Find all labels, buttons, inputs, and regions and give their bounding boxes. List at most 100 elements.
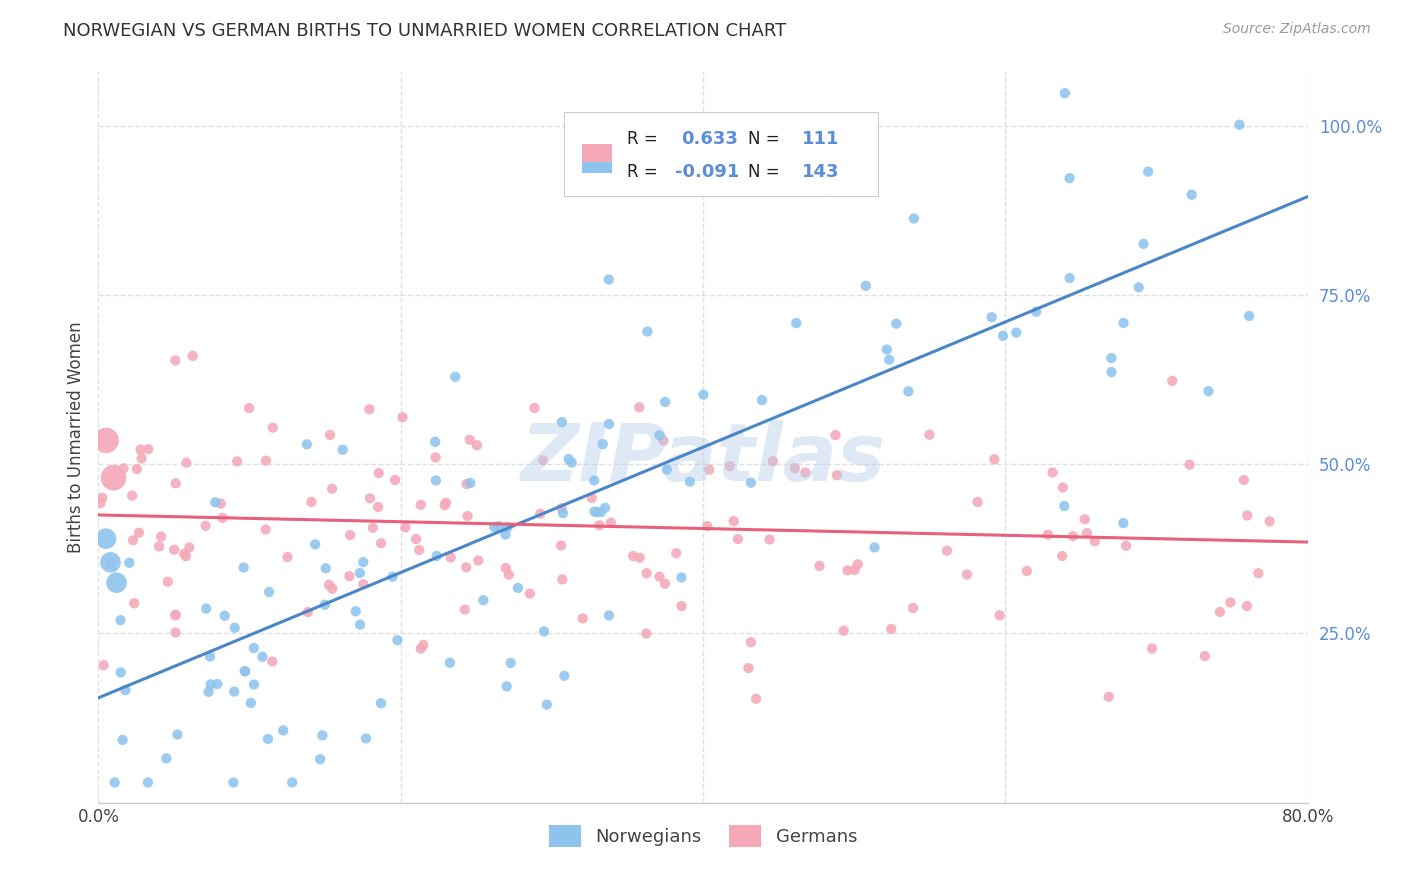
Point [785, 316, 807, 330]
Point [204, 495, 226, 509]
Point [1194, 649, 1216, 664]
Point [592, 437, 614, 451]
Point [550, 539, 572, 553]
Point [408, 543, 430, 558]
Point [425, 474, 447, 488]
Point [456, 477, 478, 491]
Point [165, 476, 187, 491]
Point [165, 353, 187, 368]
Point [692, 387, 714, 401]
Point [983, 452, 1005, 467]
Point [318, 577, 340, 591]
Point [337, 569, 360, 583]
Point [1042, 466, 1064, 480]
Point [112, 461, 135, 475]
Point [718, 459, 741, 474]
Point [131, 451, 153, 466]
Point [723, 514, 745, 528]
Point [454, 602, 477, 616]
Point [460, 475, 482, 490]
Point [254, 523, 277, 537]
Point [495, 680, 517, 694]
Point [655, 462, 678, 476]
Point [367, 500, 389, 514]
Point [224, 621, 246, 635]
Point [339, 528, 361, 542]
Point [844, 563, 866, 577]
Point [696, 519, 718, 533]
Point [384, 473, 406, 487]
Point [354, 731, 377, 746]
Point [551, 415, 574, 429]
Point [1233, 473, 1256, 487]
Point [598, 608, 620, 623]
Point [207, 677, 229, 691]
Point [243, 677, 266, 691]
Point [209, 497, 232, 511]
Point [257, 731, 280, 746]
Text: 0.633: 0.633 [682, 130, 738, 148]
Point [195, 601, 218, 615]
Point [529, 507, 551, 521]
Point [124, 596, 146, 610]
Point [174, 549, 197, 564]
Point [91, 491, 114, 505]
Point [349, 617, 371, 632]
Point [125, 462, 148, 476]
Point [1053, 86, 1076, 100]
Point [1128, 280, 1150, 294]
Point [628, 550, 651, 565]
Point [1112, 316, 1135, 330]
Point [361, 521, 384, 535]
Point [433, 498, 456, 512]
Point [628, 401, 651, 415]
Point [211, 510, 233, 524]
Point [103, 471, 125, 485]
Point [751, 393, 773, 408]
Point [214, 608, 236, 623]
Point [991, 328, 1014, 343]
Point [586, 505, 609, 519]
Point [636, 325, 658, 339]
Point [583, 474, 606, 488]
Point [254, 453, 277, 467]
Point [536, 698, 558, 712]
Point [1209, 605, 1232, 619]
Point [257, 585, 280, 599]
Point [846, 558, 869, 572]
Text: 143: 143 [803, 162, 839, 180]
Point [233, 664, 256, 678]
Point [176, 456, 198, 470]
Point [551, 506, 574, 520]
Point [1236, 599, 1258, 613]
Point [980, 310, 1002, 325]
Point [648, 570, 671, 584]
Point [370, 696, 392, 710]
Point [876, 343, 898, 357]
Point [1101, 365, 1123, 379]
Point [387, 633, 409, 648]
Point [1181, 187, 1204, 202]
Point [200, 677, 222, 691]
Point [94, 434, 117, 448]
Point [621, 549, 644, 563]
Point [506, 581, 529, 595]
Text: -0.091: -0.091 [675, 162, 740, 180]
Point [315, 561, 337, 575]
Point [496, 520, 519, 534]
Point [697, 463, 720, 477]
Point [352, 577, 374, 591]
Point [262, 420, 284, 434]
Point [488, 519, 510, 533]
Point [238, 401, 260, 416]
Point [349, 566, 371, 580]
Point [425, 450, 447, 465]
Point [405, 532, 427, 546]
Point [222, 775, 245, 789]
Point [271, 723, 294, 738]
Point [165, 607, 187, 622]
Point [588, 518, 610, 533]
Point [825, 468, 848, 483]
Bar [582, 155, 613, 173]
Point [1178, 458, 1201, 472]
